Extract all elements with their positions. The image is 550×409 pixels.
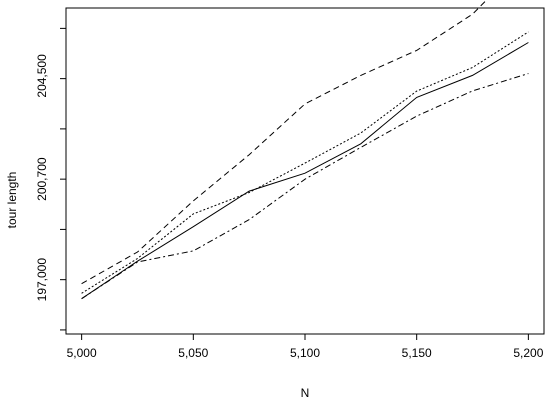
y-tick-label: 197,000 (35, 258, 49, 302)
y-axis: 197,000 200,700 204,500 (35, 27, 66, 331)
y-tick-label: 204,500 (35, 54, 49, 98)
x-tick-label: 5,000 (67, 346, 97, 360)
y-axis-title: tour length (5, 172, 19, 229)
x-tick-label: 5,200 (513, 346, 543, 360)
x-axis: 5,000 5,050 5,100 5,150 5,200 (67, 334, 544, 360)
plot-frame (65, 7, 545, 335)
series-line-dotted (81, 31, 529, 294)
x-tick-label: 5,050 (178, 346, 208, 360)
x-tick-label: 5,100 (290, 346, 320, 360)
x-axis-title: N (301, 386, 310, 400)
y-tick-label: 200,700 (35, 157, 49, 201)
series-layer (81, 0, 529, 300)
series-line-solid (81, 42, 529, 300)
series-line-dashdot (81, 73, 529, 300)
series-line-dashed (81, 0, 488, 285)
x-tick-label: 5,150 (402, 346, 432, 360)
